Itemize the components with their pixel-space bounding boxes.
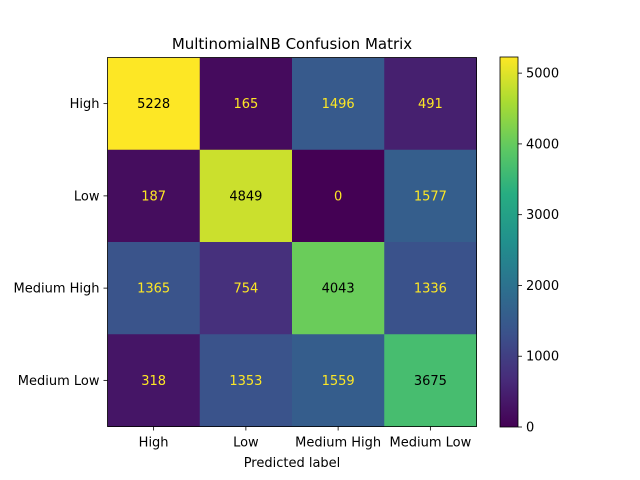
colorbar-tick-label: 1000 (526, 350, 559, 365)
x-tick-label: Medium High (295, 436, 381, 451)
colorbar-tick-label: 4000 (526, 137, 559, 152)
cell-value-label: 0 (334, 189, 342, 204)
colorbar-ticks: 0 1000 2000 3000 4000 5000 (518, 67, 559, 436)
cell-value-label: 318 (141, 374, 166, 389)
cell-value-label: 1559 (322, 374, 355, 389)
y-tick-label: Medium High (14, 282, 100, 297)
matrix-cell (292, 149, 385, 243)
colorbar-tick-label: 0 (526, 421, 534, 436)
x-axis-ticks: High Low Medium High Medium Low (139, 426, 472, 451)
cell-value-label: 5228 (137, 97, 170, 112)
matrix-cell (107, 242, 201, 335)
matrix-cell (292, 334, 385, 427)
x-axis-label: Predicted label (244, 456, 341, 471)
colorbar (500, 57, 518, 427)
cell-value-label: 187 (141, 189, 166, 204)
matrix-frame (107, 57, 477, 427)
matrix-cell (199, 334, 293, 427)
matrix-cell (384, 334, 477, 427)
y-tick-label: Low (74, 189, 100, 204)
colorbar-tick-label: 5000 (526, 67, 559, 82)
cell-value-label: 4043 (322, 282, 355, 297)
matrix-cell (107, 149, 201, 243)
matrix-cell (199, 242, 293, 335)
cell-value-label: 754 (233, 282, 258, 297)
matrix-cell (384, 57, 477, 151)
matrix-cells (107, 57, 477, 427)
y-tick-label: High (70, 97, 100, 112)
cell-value-label: 1496 (322, 97, 355, 112)
chart-title: MultinomialNB Confusion Matrix (172, 35, 412, 53)
cell-value-label: 1353 (229, 374, 262, 389)
matrix-cell (384, 149, 477, 243)
matrix-cell (199, 57, 293, 151)
y-tick-label: Medium Low (18, 374, 100, 389)
matrix-cell (384, 242, 477, 335)
cell-value-label: 3675 (414, 374, 447, 389)
x-tick-label: Low (233, 436, 259, 451)
matrix-cell (292, 57, 385, 151)
cell-value-label: 4849 (229, 189, 262, 204)
colorbar-tick-label: 2000 (526, 279, 559, 294)
cell-value-label: 491 (418, 97, 443, 112)
matrix-cell (199, 149, 293, 243)
matrix-cell-labels: 5228 165 1496 491 187 4849 0 1577 1365 754 4043 133… (137, 97, 447, 389)
y-axis-ticks: High Low Medium High Medium Low (14, 97, 108, 389)
cell-value-label: 1336 (414, 282, 447, 297)
x-tick-label: High (139, 436, 169, 451)
matrix-cell (292, 242, 385, 335)
cell-value-label: 1577 (414, 189, 447, 204)
matrix-cell (107, 334, 201, 427)
matrix-cell (107, 57, 201, 151)
x-tick-label: Medium Low (390, 436, 472, 451)
colorbar-frame (499, 56, 519, 428)
cell-value-label: 1365 (137, 282, 170, 297)
cell-value-label: 165 (233, 97, 258, 112)
colorbar-tick-label: 3000 (526, 208, 559, 223)
